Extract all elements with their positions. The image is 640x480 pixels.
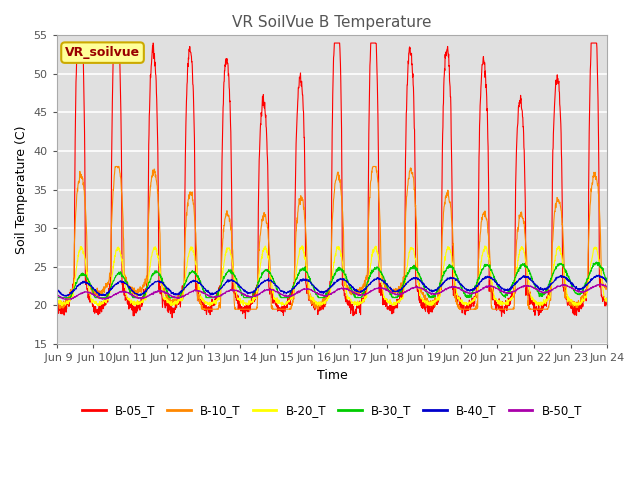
- B-10_T: [53, 300, 61, 306]
- B-10_T: [111, 164, 119, 169]
- B-20_T: [58, 302, 65, 308]
- B-20_T: [321, 298, 329, 304]
- B-30_T: [588, 266, 595, 272]
- B-30_T: [321, 295, 328, 300]
- B-20_T: [487, 271, 495, 276]
- B-10_T: [588, 183, 595, 189]
- B-10_T: [307, 298, 314, 304]
- B-40_T: [487, 275, 495, 281]
- B-30_T: [53, 292, 61, 298]
- B-30_T: [593, 259, 600, 265]
- B-50_T: [81, 289, 89, 295]
- B-20_T: [298, 243, 306, 249]
- B-20_T: [53, 297, 61, 303]
- B-30_T: [487, 267, 495, 273]
- B-40_T: [588, 276, 595, 282]
- B-50_T: [588, 285, 595, 290]
- B-20_T: [81, 256, 89, 262]
- B-05_T: [588, 40, 596, 46]
- B-05_T: [81, 204, 89, 210]
- Line: B-40_T: B-40_T: [57, 275, 607, 296]
- B-40_T: [604, 280, 611, 286]
- B-40_T: [61, 293, 69, 299]
- B-50_T: [487, 283, 495, 289]
- B-10_T: [198, 306, 205, 312]
- B-05_T: [53, 298, 61, 303]
- Line: B-20_T: B-20_T: [57, 246, 607, 305]
- B-20_T: [588, 255, 596, 261]
- B-40_T: [595, 272, 602, 278]
- B-50_T: [604, 284, 611, 290]
- B-40_T: [321, 288, 328, 294]
- Legend: B-05_T, B-10_T, B-20_T, B-30_T, B-40_T, B-50_T: B-05_T, B-10_T, B-20_T, B-30_T, B-40_T, …: [77, 399, 587, 421]
- B-05_T: [604, 303, 611, 309]
- B-10_T: [487, 278, 495, 284]
- B-20_T: [307, 292, 314, 298]
- B-50_T: [597, 281, 605, 287]
- Line: B-10_T: B-10_T: [57, 167, 607, 309]
- B-10_T: [81, 196, 89, 202]
- B-10_T: [588, 182, 596, 188]
- B-30_T: [307, 276, 314, 281]
- Text: VR_soilvue: VR_soilvue: [65, 46, 140, 59]
- B-05_T: [487, 287, 495, 292]
- B-05_T: [241, 315, 249, 321]
- X-axis label: Time: Time: [317, 369, 348, 382]
- Title: VR SoilVue B Temperature: VR SoilVue B Temperature: [232, 15, 432, 30]
- B-05_T: [588, 40, 595, 46]
- B-10_T: [321, 295, 329, 301]
- B-50_T: [53, 292, 61, 298]
- B-05_T: [73, 40, 81, 46]
- B-40_T: [81, 279, 89, 285]
- B-05_T: [321, 299, 329, 304]
- B-30_T: [81, 273, 89, 278]
- B-10_T: [604, 286, 611, 291]
- B-20_T: [604, 296, 611, 301]
- B-20_T: [588, 258, 595, 264]
- Y-axis label: Soil Temperature (C): Soil Temperature (C): [15, 125, 28, 254]
- B-40_T: [307, 279, 314, 285]
- Line: B-50_T: B-50_T: [57, 284, 607, 299]
- B-50_T: [588, 285, 595, 291]
- B-05_T: [307, 291, 314, 297]
- B-30_T: [588, 265, 595, 271]
- B-40_T: [53, 286, 61, 292]
- B-30_T: [604, 278, 611, 284]
- B-50_T: [307, 287, 314, 292]
- Line: B-30_T: B-30_T: [57, 262, 607, 298]
- B-50_T: [60, 296, 68, 302]
- B-40_T: [588, 276, 595, 282]
- B-30_T: [55, 295, 63, 300]
- B-50_T: [321, 293, 328, 299]
- Line: B-05_T: B-05_T: [57, 43, 607, 318]
